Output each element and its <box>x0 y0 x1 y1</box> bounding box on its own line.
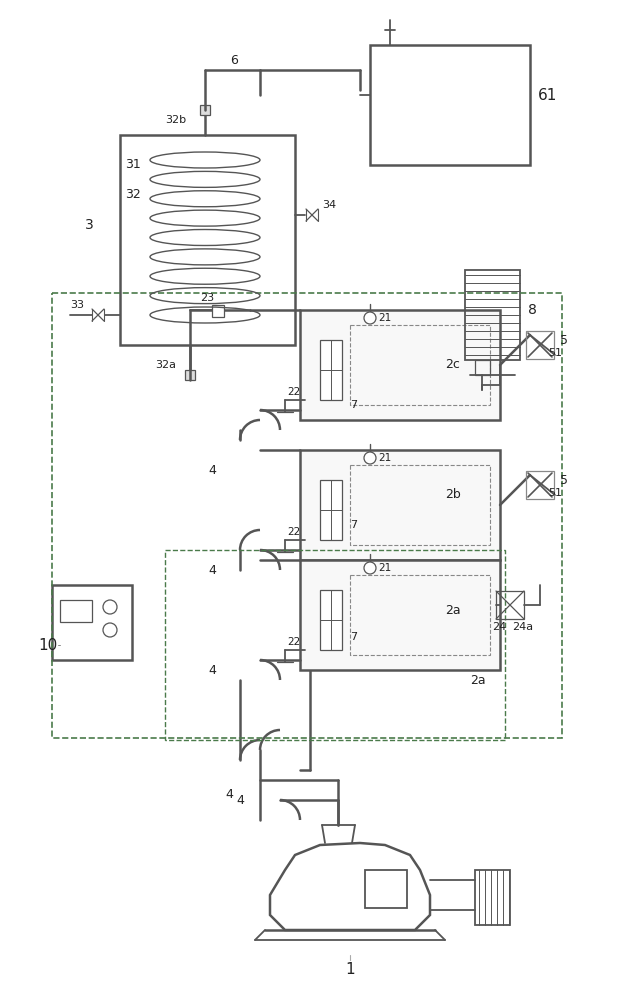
Text: 32b: 32b <box>165 115 186 125</box>
Bar <box>212 305 224 317</box>
Bar <box>350 575 490 655</box>
Text: 6: 6 <box>230 53 238 66</box>
Text: 51: 51 <box>548 488 562 498</box>
Text: 7: 7 <box>350 400 357 410</box>
Bar <box>120 135 295 345</box>
Bar <box>320 340 342 400</box>
Text: 5: 5 <box>560 474 568 487</box>
Bar <box>200 105 210 115</box>
Circle shape <box>364 312 376 324</box>
Bar <box>526 331 554 359</box>
Text: 21: 21 <box>378 563 391 573</box>
Bar <box>165 550 505 740</box>
Text: 24a: 24a <box>512 622 533 632</box>
Text: 2a: 2a <box>445 603 461 616</box>
Bar <box>465 270 520 360</box>
Text: 22: 22 <box>287 387 300 397</box>
Text: 22: 22 <box>287 637 300 647</box>
Bar <box>52 293 562 738</box>
Bar <box>496 591 524 619</box>
Text: 4: 4 <box>236 794 244 806</box>
Text: 4: 4 <box>208 464 216 477</box>
Text: 3: 3 <box>85 218 94 232</box>
Text: 7: 7 <box>350 632 357 642</box>
Text: 7: 7 <box>350 520 357 530</box>
Circle shape <box>103 600 117 614</box>
Bar <box>300 560 500 670</box>
Text: 2c: 2c <box>445 359 460 371</box>
Bar <box>60 600 92 622</box>
Text: 4: 4 <box>208 664 216 676</box>
Bar <box>475 870 510 925</box>
Text: 10: 10 <box>38 638 57 652</box>
Polygon shape <box>270 843 430 930</box>
Text: 21: 21 <box>378 453 391 463</box>
Text: 22: 22 <box>287 527 300 537</box>
Text: 2a: 2a <box>470 674 485 686</box>
Circle shape <box>364 562 376 574</box>
Text: 31: 31 <box>125 158 141 172</box>
Bar <box>350 465 490 545</box>
Text: 8: 8 <box>528 303 537 317</box>
Text: 24: 24 <box>492 622 507 632</box>
Bar <box>370 45 530 165</box>
Text: 32: 32 <box>125 188 141 202</box>
Bar <box>526 471 554 499</box>
Bar <box>185 370 195 380</box>
Text: 34: 34 <box>322 200 336 210</box>
Text: 4: 4 <box>225 788 233 802</box>
Bar <box>350 325 490 405</box>
Text: 2b: 2b <box>445 488 461 502</box>
Bar <box>475 360 490 375</box>
Text: 21: 21 <box>378 313 391 323</box>
Text: 61: 61 <box>538 88 557 103</box>
Circle shape <box>364 452 376 464</box>
Bar <box>52 585 132 660</box>
Bar <box>320 480 342 540</box>
Circle shape <box>103 623 117 637</box>
Bar <box>365 870 407 908</box>
Text: 32a: 32a <box>155 360 176 370</box>
Bar <box>320 590 342 650</box>
Bar <box>300 450 500 560</box>
Text: 33: 33 <box>70 300 84 310</box>
Text: 23: 23 <box>200 293 214 303</box>
Text: 5: 5 <box>560 334 568 347</box>
Bar <box>300 310 500 420</box>
Text: 51: 51 <box>548 348 562 358</box>
Text: 4: 4 <box>208 564 216 576</box>
Text: 1: 1 <box>345 962 355 978</box>
